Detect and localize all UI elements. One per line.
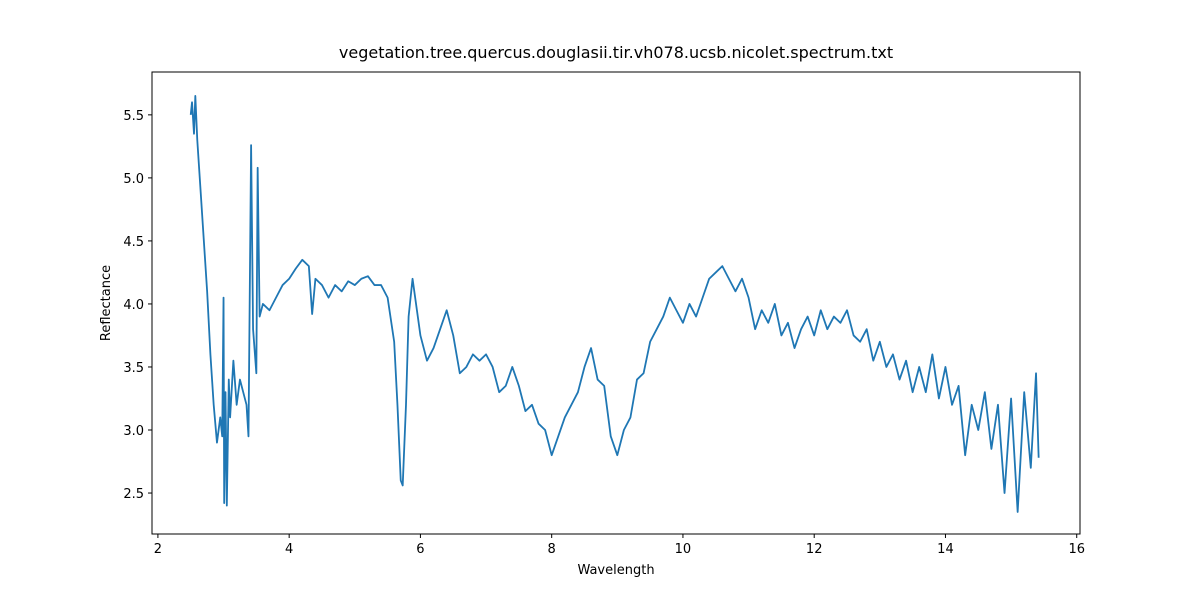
y-axis-label: Reflectance [99, 265, 114, 341]
chart-title: vegetation.tree.quercus.douglasii.tir.vh… [339, 43, 893, 62]
y-tick-label: 4.0 [123, 298, 144, 313]
y-tick-label: 4.5 [123, 235, 144, 250]
x-tick-label: 6 [416, 542, 424, 557]
x-tick-label: 2 [154, 542, 162, 557]
x-tick-label: 4 [285, 542, 293, 557]
y-tick-label: 5.5 [123, 109, 144, 124]
y-tick-label: 3.0 [123, 424, 144, 439]
y-tick-label: 2.5 [123, 487, 144, 502]
plot-frame [151, 71, 1081, 535]
x-tick-label: 16 [1068, 542, 1085, 557]
x-tick-label: 12 [806, 542, 823, 557]
x-tick-label: 14 [937, 542, 954, 557]
x-tick-label: 8 [548, 542, 556, 557]
data-line [189, 95, 1040, 513]
x-axis-label: Wavelength [577, 563, 654, 578]
x-tick-label: 10 [675, 542, 692, 557]
y-tick-label: 5.0 [123, 172, 144, 187]
y-tick-label: 3.5 [123, 361, 144, 376]
